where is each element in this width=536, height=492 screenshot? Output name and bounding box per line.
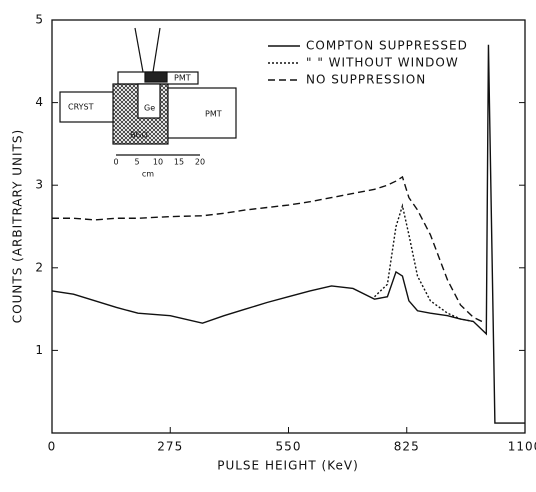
inset-label: CRYST — [68, 103, 94, 112]
inset-scale: 10 — [153, 158, 163, 167]
y-axis-label: COUNTS (ARBITRARY UNITS) — [11, 129, 25, 323]
inset-label: BGO — [130, 131, 148, 140]
inset-label: Ge — [144, 104, 155, 113]
y-tick-label: 2 — [35, 260, 44, 274]
x-tick-label: 825 — [394, 440, 420, 454]
inset-label: PMT — [205, 110, 222, 119]
inset-label: PMT — [174, 74, 191, 83]
x-axis-label: PULSE HEIGHT (KeV) — [217, 459, 359, 473]
legend-label: NO SUPPRESSION — [306, 73, 426, 87]
x-tick-label: 275 — [157, 440, 183, 454]
legend-label: COMPTON SUPPRESSED — [306, 39, 468, 53]
series-line — [51, 44, 525, 424]
inset-unit: cm — [142, 170, 154, 179]
series-line — [52, 175, 483, 323]
legend-label: " " WITHOUT WINDOW — [306, 56, 459, 70]
plot-frame — [51, 19, 526, 434]
y-tick-label: 1 — [35, 343, 44, 357]
y-tick-label: 5 — [35, 13, 44, 27]
inset-diagram — [59, 27, 237, 156]
x-tick-label: 1100 — [508, 440, 536, 454]
inset-scale: 20 — [195, 158, 205, 167]
inset-scale: 5 — [134, 158, 139, 167]
inset-scale: 15 — [174, 158, 184, 167]
inset-labels: PMT CRYST Ge BGO PMT 0 5 10 15 20 cm — [68, 74, 222, 179]
series-line — [374, 203, 474, 323]
inset-scale: 0 — [113, 158, 118, 167]
x-tick-label: 0 — [48, 440, 57, 454]
y-tick-label: 3 — [35, 178, 44, 192]
y-tick-label: 4 — [35, 95, 44, 109]
x-tick-label: 550 — [276, 440, 302, 454]
